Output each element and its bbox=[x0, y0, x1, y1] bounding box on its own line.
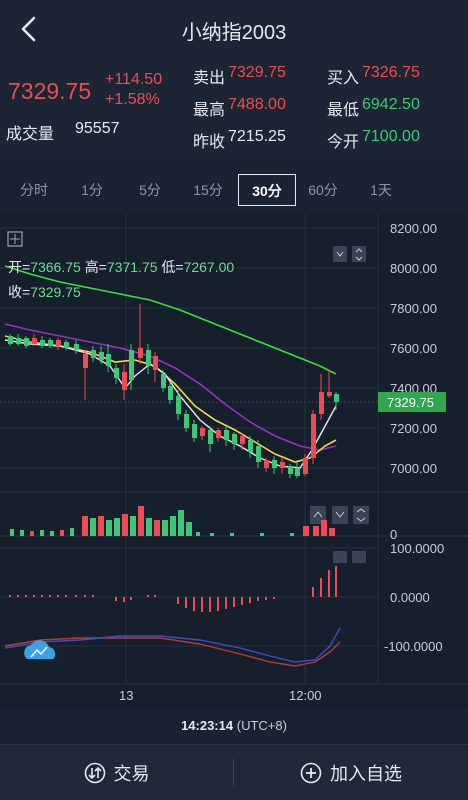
current-price-tag: 7329.75 bbox=[387, 395, 434, 410]
ma-green-line bbox=[4, 265, 337, 375]
macd-tick: 100.0000 bbox=[390, 541, 444, 556]
trade-label: 交易 bbox=[113, 764, 150, 784]
low-label: 最低 bbox=[327, 102, 360, 119]
price-tick: 7600.00 bbox=[390, 341, 437, 356]
change-percent: +1.58% bbox=[105, 91, 160, 108]
back-arrow-icon[interactable] bbox=[14, 14, 44, 44]
chart-canvas[interactable]: 8200.00 8000.00 7800.00 7600.00 7400.00 … bbox=[0, 214, 468, 710]
prev-close-value: 7215.25 bbox=[228, 128, 286, 145]
price-tick: 7200.00 bbox=[390, 421, 437, 436]
ohlc-close-label: 收= bbox=[8, 284, 31, 300]
macd-tick: -100.0000 bbox=[384, 639, 443, 654]
tab-5min[interactable]: 5分 bbox=[139, 182, 161, 198]
macd-line-blue bbox=[4, 627, 341, 663]
ohlc-low: 7267.00 bbox=[183, 259, 235, 275]
macd-line-red bbox=[4, 637, 341, 667]
ohlc-legend-row1: 开=7366.75 高=7371.75 低=7267.00 bbox=[8, 257, 234, 277]
ask-value: 7329.75 bbox=[228, 64, 286, 81]
ask-label: 卖出 bbox=[193, 70, 226, 87]
swap-arrows-icon bbox=[84, 762, 105, 784]
last-price: 7329.75 bbox=[8, 78, 92, 104]
ohlc-open: 7366.75 bbox=[30, 259, 81, 275]
x-tick: 13 bbox=[119, 688, 133, 703]
bid-label: 买入 bbox=[327, 70, 360, 87]
macd-tick: 0.0000 bbox=[390, 590, 430, 605]
ohlc-low-label: 低= bbox=[161, 259, 184, 275]
volume-value: 95557 bbox=[75, 120, 120, 137]
timezone-label: (UTC+8) bbox=[236, 718, 287, 733]
main-chart-expand-icon[interactable] bbox=[333, 246, 366, 262]
cloud-logo-icon bbox=[24, 640, 56, 659]
high-value: 7488.00 bbox=[228, 96, 286, 113]
low-value: 6942.50 bbox=[362, 96, 420, 113]
macd-panel-icons[interactable] bbox=[333, 551, 366, 563]
prev-close-label: 昨收 bbox=[193, 134, 226, 151]
tab-intraday[interactable]: 分时 bbox=[20, 182, 48, 198]
tab-60min[interactable]: 60分 bbox=[308, 182, 338, 198]
timeframe-tabs: 分时 1分 5分 15分 30分 60分 1天 bbox=[0, 166, 468, 208]
kline-chart[interactable]: 8200.00 8000.00 7800.00 7600.00 7400.00 … bbox=[0, 214, 468, 710]
candlesticks bbox=[8, 304, 339, 478]
ma-yellow-line bbox=[4, 335, 337, 463]
price-tick: 7000.00 bbox=[390, 461, 437, 476]
bid-value: 7326.75 bbox=[362, 64, 420, 81]
tab-1min[interactable]: 1分 bbox=[81, 182, 103, 198]
quote-panel bbox=[0, 58, 468, 162]
crosshair-time: 14:23:14 bbox=[181, 718, 234, 733]
ohlc-high-label: 高= bbox=[84, 259, 107, 275]
ohlc-high: 7371.75 bbox=[106, 259, 158, 275]
ma-purple-line bbox=[4, 323, 337, 451]
price-change: +114.50 +1.58% bbox=[105, 70, 162, 110]
volume-bars bbox=[10, 506, 335, 536]
ohlc-legend-row2: 收=7329.75 bbox=[8, 282, 81, 302]
macd-histogram bbox=[9, 566, 337, 612]
volume-tick: 0 bbox=[390, 527, 397, 542]
bottom-action-bar: 交易 加入自选 bbox=[0, 744, 468, 800]
crosshair-toggle-icon[interactable] bbox=[7, 231, 23, 247]
volume-label: 成交量 bbox=[6, 126, 55, 143]
price-tick: 8000.00 bbox=[390, 261, 437, 276]
plus-circle-icon bbox=[300, 762, 322, 784]
crosshair-time-label: 14:23:14 (UTC+8) bbox=[0, 718, 468, 733]
header-bar: 小纳指2003 bbox=[0, 0, 468, 58]
volume-panel-icons[interactable] bbox=[310, 506, 369, 524]
watchlist-label: 加入自选 bbox=[330, 764, 402, 784]
open-value: 7100.00 bbox=[362, 128, 420, 145]
tab-1day[interactable]: 1天 bbox=[370, 182, 392, 198]
x-tick: 12:00 bbox=[289, 688, 322, 703]
add-watchlist-button[interactable]: 加入自选 bbox=[234, 745, 468, 800]
change-amount: +114.50 bbox=[105, 71, 163, 88]
ohlc-close: 7329.75 bbox=[30, 284, 81, 300]
footer-divider bbox=[233, 759, 234, 787]
price-tick: 7800.00 bbox=[390, 301, 437, 316]
current-price-tag-bg bbox=[378, 392, 446, 412]
open-label: 今开 bbox=[327, 134, 360, 151]
tab-30min[interactable]: 30分 bbox=[238, 174, 296, 206]
page-title: 小纳指2003 bbox=[181, 22, 287, 44]
high-label: 最高 bbox=[193, 102, 226, 119]
price-tick: 8200.00 bbox=[390, 221, 437, 236]
tab-15min[interactable]: 15分 bbox=[193, 182, 223, 198]
trade-button[interactable]: 交易 bbox=[0, 745, 233, 800]
ohlc-open-label: 开= bbox=[8, 259, 31, 275]
